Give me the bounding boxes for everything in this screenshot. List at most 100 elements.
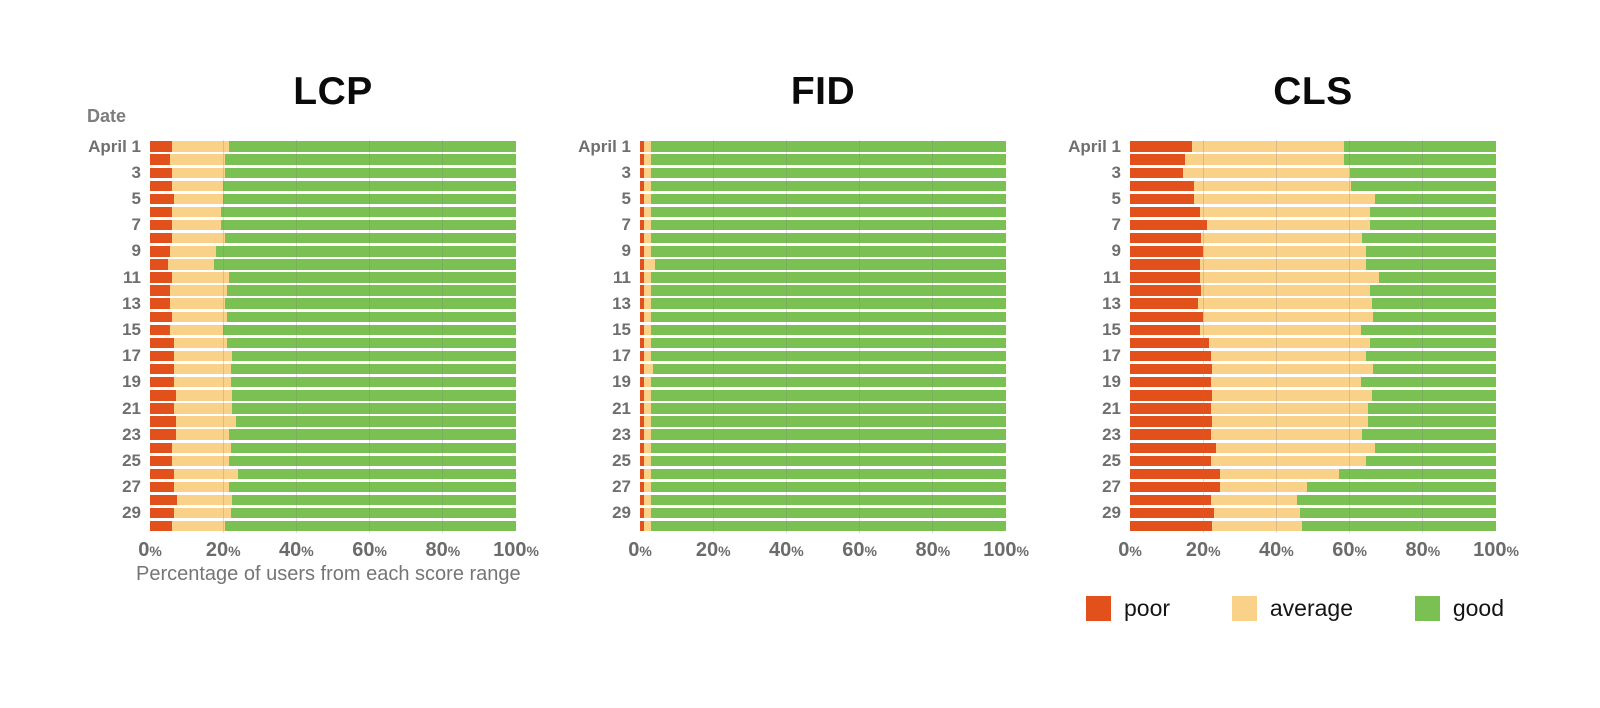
y-tick-label: 3 — [1111, 162, 1121, 182]
bar-row — [640, 441, 1006, 454]
bar-row — [1130, 454, 1496, 467]
bar-segment-poor — [640, 507, 644, 519]
bar-segment-good — [650, 468, 1006, 480]
bar-row — [1130, 520, 1496, 533]
bar-segment-average — [643, 337, 651, 349]
bar-segment-good — [650, 219, 1006, 231]
percent-sign: % — [1281, 543, 1294, 559]
bar-segment-poor — [1130, 233, 1202, 244]
bar-row — [1130, 205, 1496, 218]
bar-segment-average — [643, 455, 651, 466]
bar-segment-good — [223, 324, 516, 336]
bar-segment-good — [225, 167, 516, 178]
bar-row — [640, 153, 1006, 166]
y-tick-label: 5 — [1111, 188, 1121, 208]
bar-segment-average — [170, 246, 216, 257]
bar-segment-good — [1366, 246, 1496, 257]
bar-segment-good — [650, 180, 1006, 192]
bar-row — [640, 389, 1006, 402]
bar-segment-good — [1371, 298, 1496, 309]
bar-segment-good — [1373, 311, 1496, 322]
bar-row — [1130, 232, 1496, 245]
bar-row — [150, 153, 516, 166]
legend-label: good — [1452, 595, 1504, 621]
bar-segment-average — [643, 507, 651, 519]
bar-segment-poor — [1130, 442, 1216, 453]
y-tick-label: 9 — [621, 241, 631, 261]
bar-segment-poor — [1130, 468, 1220, 480]
x-axis: 0% 20% 40% 60% 80% 100% — [1118, 533, 1519, 563]
bar-segment-good — [230, 507, 516, 519]
x-tick-label: 40% — [769, 539, 804, 562]
bar-segment-average — [1212, 416, 1368, 427]
bar-segment-average — [1214, 507, 1301, 519]
bar-segment-good — [228, 141, 516, 152]
percent-sign: % — [526, 543, 539, 559]
bar-segment-poor — [1130, 311, 1204, 322]
bar-segment-good — [650, 403, 1006, 414]
bar-segment-average — [1203, 246, 1367, 257]
bar-segment-good — [650, 377, 1006, 388]
bar-row — [150, 192, 516, 205]
plot-area — [1130, 140, 1496, 533]
bar-segment-average — [643, 442, 651, 453]
bar-segment-average — [1199, 259, 1367, 270]
bar-segment-good — [1367, 403, 1496, 414]
y-tick-label: 17 — [122, 346, 141, 366]
bar-segment-average — [643, 494, 651, 506]
bar-segment-good — [650, 285, 1006, 296]
y-tick-label: 29 — [1102, 503, 1121, 523]
bar-segment-good — [232, 350, 516, 362]
bar-segment-poor — [1130, 363, 1213, 375]
bar-segment-poor — [640, 233, 644, 244]
bar-segment-good — [226, 337, 516, 349]
bar-segment-poor — [1130, 507, 1215, 519]
plot-area — [640, 140, 1006, 533]
bar-segment-poor — [1130, 193, 1195, 205]
bar-segment-average — [643, 219, 651, 231]
y-tick-label: 25 — [612, 450, 631, 470]
x-axis: 0% 20% 40% 60% 80% 100% — [628, 533, 1029, 563]
bar-row — [150, 363, 516, 376]
y-tick-label: 7 — [1111, 215, 1121, 235]
bar-segment-poor — [1130, 455, 1211, 466]
bar-segment-average — [643, 363, 653, 375]
bar-segment-average — [643, 324, 651, 336]
bar-segment-good — [1369, 337, 1496, 349]
bar-segment-average — [643, 141, 651, 152]
bar-segment-poor — [640, 429, 644, 440]
bar-segment-good — [1296, 494, 1496, 506]
legend-item-poor: poor — [1086, 595, 1170, 622]
x-tick-number: 60 — [352, 539, 375, 561]
x-tick-label: 80% — [1405, 539, 1440, 562]
y-tick-label: 15 — [122, 319, 141, 339]
y-tick-label: 27 — [122, 477, 141, 497]
x-tick-label: 80% — [425, 539, 460, 562]
bar-segment-average — [643, 154, 651, 165]
bar-segment-average — [1210, 494, 1297, 506]
gridline — [859, 140, 861, 533]
bar-segment-good — [1371, 390, 1496, 401]
bar-segment-good — [1344, 141, 1496, 152]
bar-segment-average — [173, 193, 224, 205]
bar-segment-poor — [150, 246, 171, 257]
legend-label: average — [1269, 595, 1353, 621]
bar-row — [150, 284, 516, 297]
bar-segment-average — [643, 311, 651, 322]
bar-segment-average — [643, 298, 651, 309]
bar-segment-poor — [640, 390, 644, 401]
y-tick-label: 29 — [612, 503, 631, 523]
bar-segment-poor — [150, 154, 171, 165]
bar-row — [150, 219, 516, 232]
percent-sign: % — [447, 543, 461, 559]
chart-lcp: LCP Date April 1 3 5 7 9 11 13 15 17 19 21 23 25 27 29… — [87, 70, 539, 585]
bar-row — [150, 454, 516, 467]
y-tick-label: 13 — [1102, 293, 1121, 313]
bar-segment-poor — [150, 193, 174, 205]
bar-row — [150, 336, 516, 349]
bar-segment-average — [175, 390, 233, 401]
bar-row — [640, 428, 1006, 441]
bar-segment-average — [171, 167, 226, 178]
bar-segment-average — [173, 350, 233, 362]
x-tick-label: 0% — [138, 539, 162, 562]
